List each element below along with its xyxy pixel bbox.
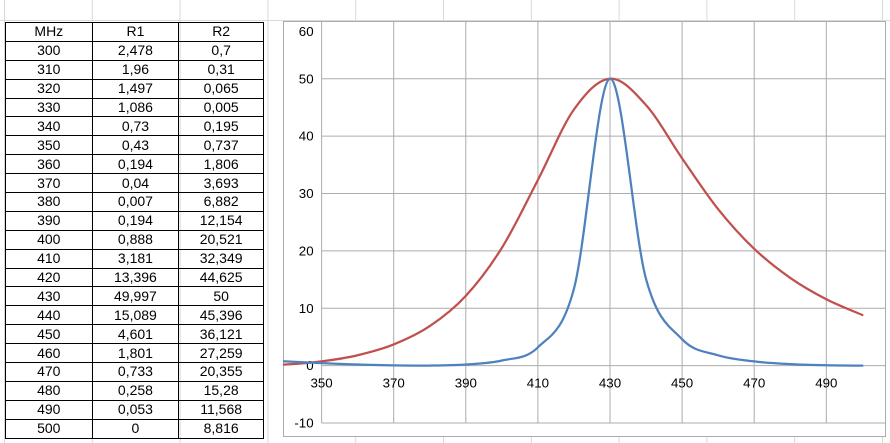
- svg-text:490: 490: [815, 376, 837, 391]
- svg-text:0: 0: [306, 358, 313, 373]
- svg-text:-10: -10: [294, 416, 313, 431]
- svg-text:430: 430: [599, 376, 621, 391]
- svg-text:450: 450: [671, 376, 693, 391]
- svg-text:370: 370: [383, 376, 405, 391]
- svg-text:470: 470: [743, 376, 765, 391]
- svg-text:350: 350: [311, 376, 333, 391]
- svg-text:390: 390: [455, 376, 477, 391]
- svg-text:20: 20: [299, 243, 314, 258]
- svg-text:410: 410: [527, 376, 549, 391]
- svg-text:60: 60: [299, 24, 314, 39]
- svg-text:50: 50: [299, 71, 314, 86]
- svg-text:10: 10: [299, 301, 314, 316]
- svg-text:30: 30: [299, 186, 314, 201]
- svg-text:40: 40: [299, 129, 314, 144]
